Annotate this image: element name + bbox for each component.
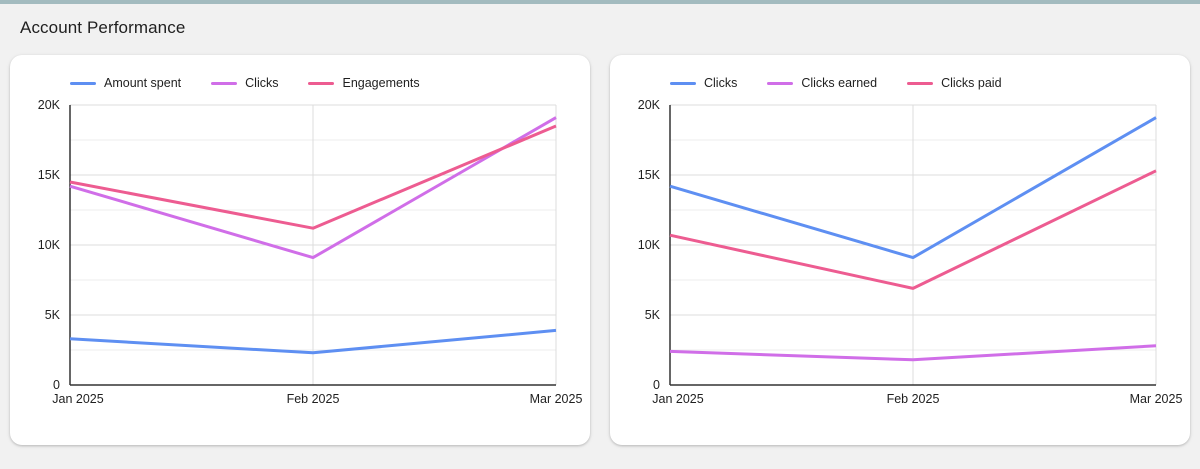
legend-label: Clicks: [704, 76, 738, 90]
chart-legend: Clicks Clicks earned Clicks paid: [670, 75, 1190, 91]
x-axis-tick-label: Jan 2025: [52, 392, 103, 406]
legend-label: Clicks earned: [801, 76, 878, 90]
y-axis-tick-label: 5K: [45, 308, 61, 322]
legend-label: Engagements: [342, 76, 420, 90]
chart-card-clicks-breakdown: Clicks Clicks earned Clicks paid 0 5K 10K 15K 2…: [610, 55, 1190, 445]
series-line-clicks: [69, 116, 557, 260]
series-line-clicks: [669, 116, 1157, 260]
y-axis-tick-label: 20K: [38, 98, 61, 112]
top-accent-bar: [0, 0, 1200, 4]
series-line-amount-spent: [69, 328, 557, 355]
legend-swatch-icon: [70, 81, 96, 85]
legend-item: Clicks earned: [767, 76, 877, 90]
x-axis-tick-label: Mar 2025: [1130, 392, 1183, 406]
series-line-clicks-earned: [669, 344, 1157, 362]
x-axis-tick-label: Feb 2025: [287, 392, 340, 406]
legend-swatch-icon: [670, 81, 696, 85]
y-axis-tick-label: 0: [53, 378, 60, 392]
x-axis-tick-label: Mar 2025: [530, 392, 583, 406]
legend-item: Engagements: [308, 76, 420, 90]
x-axis-tick-label: Jan 2025: [652, 392, 703, 406]
line-chart: 0 5K 10K 15K 20K Jan 2025 Feb 2025 Mar 2025: [38, 98, 583, 406]
y-axis-tick-label: 20K: [638, 98, 661, 112]
y-axis-tick-label: 5K: [645, 308, 661, 322]
series-line-clicks-paid: [669, 169, 1157, 290]
legend-item: Clicks: [211, 76, 278, 90]
y-axis-tick-label: 10K: [638, 238, 661, 252]
legend-item: Amount spent: [70, 76, 181, 90]
legend-item: Clicks: [670, 76, 737, 90]
y-axis-tick-label: 15K: [638, 168, 661, 182]
page-header: Account Performance: [0, 4, 1200, 40]
legend-swatch-icon: [907, 81, 934, 85]
chart-legend: Amount spent Clicks Engagements: [70, 75, 590, 91]
legend-label: Amount spent: [104, 76, 182, 90]
series-line-engagements: [69, 124, 557, 230]
legend-item: Clicks paid: [907, 76, 1002, 90]
legend-swatch-icon: [308, 81, 335, 85]
legend-swatch-icon: [211, 81, 238, 85]
legend-label: Clicks: [245, 76, 279, 90]
page-title: Account Performance: [20, 18, 186, 37]
y-axis-tick-label: 0: [653, 378, 660, 392]
chart-card-account-performance: Amount spent Clicks Engagements 0 5K 10K 15K 20…: [10, 55, 590, 445]
y-axis-tick-label: 15K: [38, 168, 61, 182]
legend-label: Clicks paid: [941, 76, 1002, 90]
legend-swatch-icon: [767, 81, 794, 85]
charts-row: Amount spent Clicks Engagements 0 5K 10K 15K 20…: [0, 55, 1200, 445]
y-axis-tick-label: 10K: [38, 238, 61, 252]
line-chart: 0 5K 10K 15K 20K Jan 2025 Feb 2025 Mar 2025: [638, 98, 1183, 406]
x-axis-tick-label: Feb 2025: [887, 392, 940, 406]
